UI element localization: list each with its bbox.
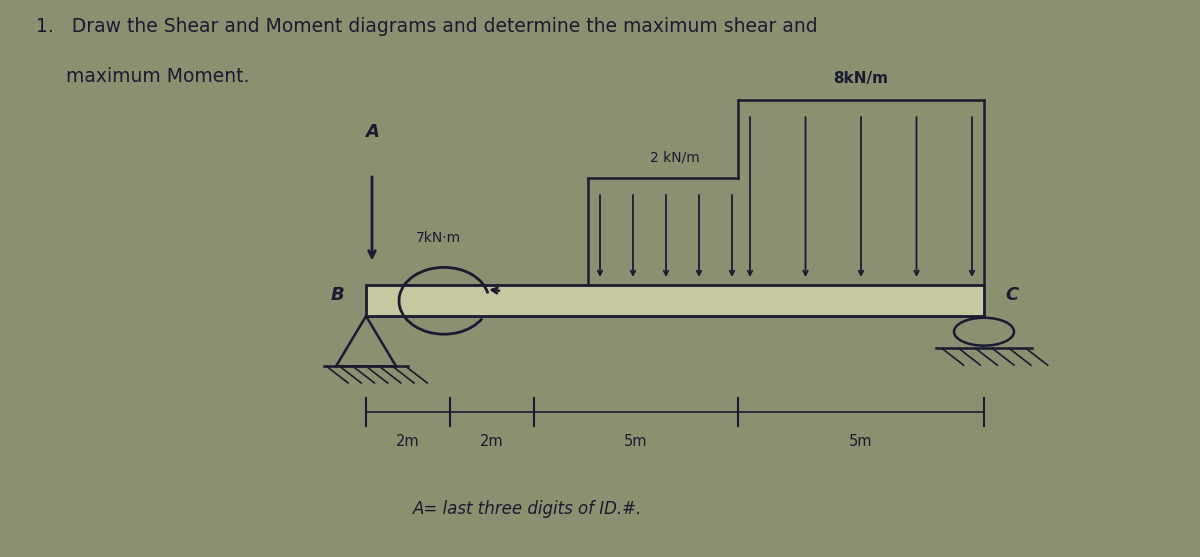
Text: 5m: 5m bbox=[624, 434, 648, 449]
Text: 5m: 5m bbox=[850, 434, 872, 449]
Text: B: B bbox=[331, 286, 344, 304]
Text: 2 kN/m: 2 kN/m bbox=[650, 150, 700, 164]
Text: 2m: 2m bbox=[480, 434, 504, 449]
FancyBboxPatch shape bbox=[366, 286, 984, 316]
Text: A= last three digits of ID.#.: A= last three digits of ID.#. bbox=[413, 500, 643, 518]
Text: 7kN·m: 7kN·m bbox=[415, 231, 461, 245]
Text: A: A bbox=[365, 123, 379, 141]
Text: maximum Moment.: maximum Moment. bbox=[36, 67, 250, 86]
Text: C: C bbox=[1006, 286, 1019, 304]
Text: 8kN/m: 8kN/m bbox=[834, 71, 888, 86]
Text: 1.   Draw the Shear and Moment diagrams and determine the maximum shear and: 1. Draw the Shear and Moment diagrams an… bbox=[36, 17, 817, 36]
Text: 2m: 2m bbox=[396, 434, 420, 449]
